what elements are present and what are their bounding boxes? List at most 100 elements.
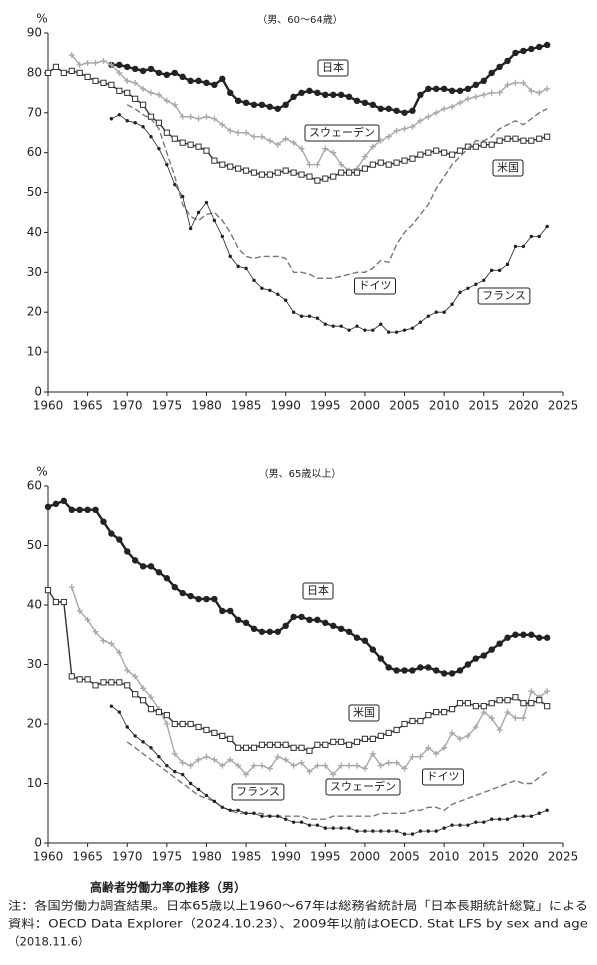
y-tick-label: 0 xyxy=(34,385,42,399)
marker xyxy=(377,159,384,166)
marker xyxy=(464,661,472,668)
marker xyxy=(441,744,448,751)
marker xyxy=(307,823,312,827)
marker xyxy=(282,741,289,748)
marker xyxy=(330,738,337,745)
marker xyxy=(163,129,170,136)
marker xyxy=(323,826,328,830)
marker xyxy=(219,607,226,615)
marker xyxy=(489,817,494,821)
marker xyxy=(433,109,440,116)
x-tick-label: 2025 xyxy=(548,399,579,413)
marker xyxy=(345,741,353,748)
series-line xyxy=(126,741,548,820)
marker xyxy=(338,762,345,769)
marker xyxy=(100,518,107,525)
subtitle: （男、65歳以上） xyxy=(259,468,342,480)
marker xyxy=(434,829,438,833)
marker xyxy=(528,631,535,638)
marker xyxy=(165,162,169,167)
marker xyxy=(283,298,288,302)
marker xyxy=(330,91,337,99)
marker xyxy=(220,234,225,239)
marker xyxy=(306,616,313,624)
marker xyxy=(448,670,456,677)
marker xyxy=(171,583,178,591)
marker xyxy=(274,753,281,760)
legend-callout: フランス xyxy=(231,783,285,801)
marker xyxy=(125,119,129,123)
marker xyxy=(474,282,478,286)
y-tick-label: 50 xyxy=(27,185,42,199)
marker xyxy=(155,91,162,98)
marker xyxy=(512,694,519,701)
marker xyxy=(457,735,463,742)
marker xyxy=(441,709,448,716)
marker xyxy=(466,823,470,827)
legend-label: フランス xyxy=(236,785,280,798)
marker xyxy=(472,723,479,730)
callout-box xyxy=(325,778,401,796)
marker xyxy=(450,823,454,827)
marker xyxy=(282,167,289,174)
marker xyxy=(488,141,495,148)
x-tick-label: 2025 xyxy=(548,850,579,864)
marker xyxy=(92,59,99,66)
marker xyxy=(505,817,510,821)
y-tick-label: 90 xyxy=(27,26,42,40)
legend-label: 米国 xyxy=(353,706,375,719)
marker xyxy=(369,750,376,757)
marker xyxy=(410,326,415,330)
marker xyxy=(440,670,448,677)
marker xyxy=(147,706,155,713)
marker xyxy=(282,135,289,142)
marker xyxy=(394,829,399,833)
marker xyxy=(520,137,527,144)
marker xyxy=(124,548,131,555)
marker xyxy=(536,697,543,704)
x-tick-label: 1960 xyxy=(33,850,64,864)
marker xyxy=(521,244,526,249)
marker xyxy=(441,105,448,112)
marker xyxy=(544,688,551,695)
marker xyxy=(244,266,248,271)
marker xyxy=(339,324,343,328)
marker xyxy=(394,330,399,334)
marker xyxy=(108,81,115,88)
marker xyxy=(266,765,273,772)
marker xyxy=(44,587,52,594)
marker xyxy=(393,127,400,134)
marker xyxy=(250,169,258,176)
marker xyxy=(488,646,495,653)
marker xyxy=(100,679,107,686)
marker xyxy=(276,292,280,296)
marker xyxy=(84,73,91,80)
marker xyxy=(330,173,337,180)
marker xyxy=(361,637,369,644)
marker xyxy=(322,175,329,182)
marker xyxy=(331,324,335,328)
marker xyxy=(234,97,242,105)
marker xyxy=(291,820,296,824)
x-tick-label: 1975 xyxy=(152,850,183,864)
marker xyxy=(173,769,177,774)
legend-label: スウェーデン xyxy=(309,125,375,139)
marker xyxy=(322,619,329,627)
marker xyxy=(219,161,226,168)
marker xyxy=(322,762,329,769)
marker xyxy=(528,87,535,94)
marker xyxy=(536,89,543,96)
marker xyxy=(298,145,305,152)
marker xyxy=(545,808,549,812)
marker xyxy=(338,161,345,168)
marker xyxy=(242,619,250,627)
marker xyxy=(76,506,83,513)
marker xyxy=(322,741,329,748)
x-tick-label: 1980 xyxy=(191,399,222,413)
marker xyxy=(125,725,129,729)
marker xyxy=(496,640,503,647)
marker xyxy=(235,762,242,769)
note: 資料：OECD Data Explorer（2024.10.23）、2009年以… xyxy=(8,917,588,931)
marker xyxy=(258,101,266,109)
marker xyxy=(44,503,52,511)
